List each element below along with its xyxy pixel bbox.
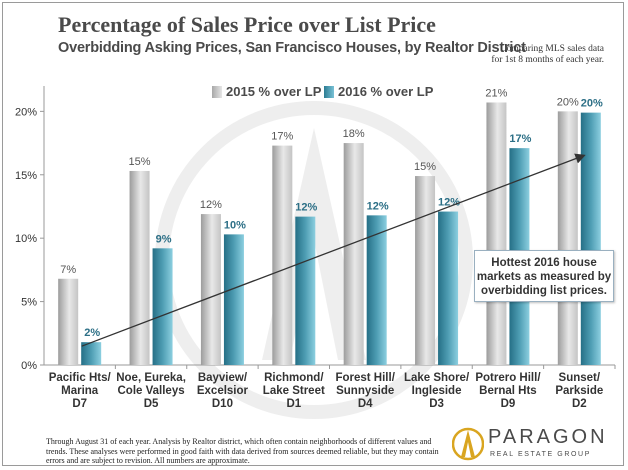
x-category-label: D9 <box>501 398 516 410</box>
legend-2015-label: 2015 % over LP <box>226 84 322 99</box>
bar-2015 <box>272 145 293 365</box>
paragon-logo-icon <box>452 427 484 461</box>
data-label-2015: 12% <box>200 199 222 211</box>
bar-2015 <box>129 170 150 365</box>
chart-frame <box>2 2 624 466</box>
x-category-label: Bernal Hts <box>479 385 537 397</box>
x-category-label: D7 <box>72 398 87 410</box>
x-category-label: Pacific Hts/ <box>49 372 112 384</box>
callout-line1: Hottest 2016 house <box>491 257 597 269</box>
data-label-2015: 15% <box>129 156 151 168</box>
trend-arrow <box>81 153 586 347</box>
paragon-logo: PARAGON REAL ESTATE GROUP <box>452 424 612 464</box>
data-label-2016: 12% <box>295 202 317 214</box>
y-tick-label: 15% <box>15 170 37 182</box>
x-category-label: Sunnyside <box>336 385 394 397</box>
callout-box: Hottest 2016 house markets as measured b… <box>474 250 614 302</box>
data-label-2016: 10% <box>224 219 246 231</box>
x-category-label: D10 <box>212 398 233 410</box>
x-category-label: Marina <box>61 385 99 397</box>
legend-2015-swatch <box>212 85 222 98</box>
footnote: Through August 31 of each year. Analysis… <box>46 437 439 465</box>
y-tick-label: 0% <box>21 360 37 372</box>
x-category-label: Cole Valleys <box>118 385 185 397</box>
data-label-2016: 12% <box>367 200 389 212</box>
bar-2016 <box>295 216 316 365</box>
x-category-label: Sunset/ <box>559 372 601 384</box>
data-label-2016: 2% <box>84 327 100 339</box>
data-label-2016: 12% <box>438 197 460 209</box>
x-category-label: Excelsior <box>197 385 249 397</box>
y-tick-label: 10% <box>15 233 37 245</box>
bar-2016 <box>152 248 173 365</box>
data-note-line2: for 1st 8 months of each year. <box>491 55 604 65</box>
y-tick-label: 20% <box>15 106 37 118</box>
x-category-label: Potrero Hill/ <box>475 372 541 384</box>
x-category-label: Richmond/ <box>264 372 324 384</box>
data-note: Comparing MLS sales data for 1st 8 month… <box>454 44 604 66</box>
bar-2015 <box>557 111 578 365</box>
bar-2016 <box>438 211 459 365</box>
data-label-2015: 20% <box>557 96 579 108</box>
x-category-label: Lake Shore/ <box>404 372 470 384</box>
x-category-label: Parkside <box>555 385 603 397</box>
x-category-label: Noe, Eureka, <box>116 372 186 384</box>
data-note-line1: Comparing MLS sales data <box>500 44 604 54</box>
data-label-2016: 20% <box>581 98 603 110</box>
logo-tagline: REAL ESTATE GROUP <box>490 451 591 458</box>
x-category-label: D4 <box>358 398 373 410</box>
bar-2016 <box>81 342 102 365</box>
logo-name: PARAGON <box>488 426 608 448</box>
legend-2016-label: 2016 % over LP <box>338 84 434 99</box>
bar-2016 <box>223 234 244 365</box>
x-category-label: D1 <box>286 398 301 410</box>
chart-subtitle: Overbidding Asking Prices, San Francisco… <box>58 40 526 56</box>
bar-2016 <box>366 215 387 365</box>
data-label-2015: 17% <box>271 131 293 143</box>
legend-2015: 2015 % over LP <box>212 84 321 99</box>
legend-2016: 2016 % over LP <box>324 84 433 99</box>
legend-2016-swatch <box>324 85 334 98</box>
x-category-label: D3 <box>429 398 444 410</box>
x-category-label: Bayview/ <box>198 372 248 384</box>
x-category-label: D5 <box>144 398 159 410</box>
callout-line2: markets as measured by <box>476 271 612 283</box>
x-category-label: Forest Hill/ <box>335 372 395 384</box>
y-tick-label: 5% <box>21 297 37 309</box>
data-label-2015: 21% <box>485 87 507 99</box>
data-label-2015: 7% <box>60 264 76 276</box>
bar-2015 <box>415 176 436 365</box>
data-label-2016: 17% <box>509 133 531 145</box>
chart-title: Percentage of Sales Price over List Pric… <box>58 12 436 37</box>
bar-2015 <box>343 143 364 365</box>
bar-2015 <box>200 214 221 365</box>
data-label-2015: 15% <box>414 161 436 173</box>
bar-2015 <box>58 278 79 365</box>
bar-2015 <box>486 102 507 366</box>
data-label-2015: 18% <box>343 128 365 140</box>
x-category-label: Ingleside <box>412 385 462 397</box>
x-category-label: D2 <box>572 398 587 410</box>
data-label-2016: 9% <box>156 233 172 245</box>
callout-line3: overbidding list prices. <box>481 285 607 297</box>
x-category-label: Lake Street <box>263 385 325 397</box>
bar-2016 <box>580 112 601 365</box>
